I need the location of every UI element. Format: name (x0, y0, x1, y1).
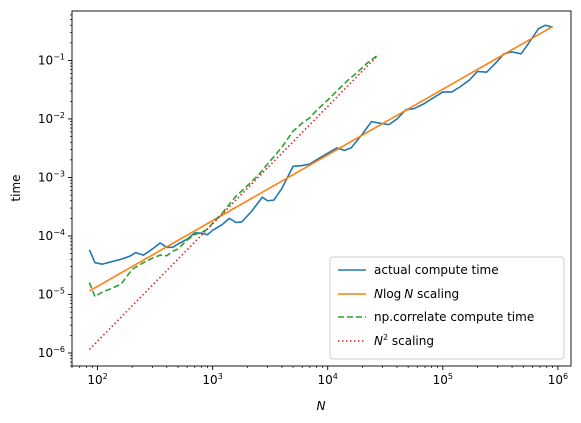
x-tick-label: 102 (87, 372, 107, 387)
y-tick-label: 10−4 (38, 228, 65, 243)
plot-area: 102 103 104 105 106 10−6 10−5 10−4 10−3 10−2 10−1 (38, 10, 572, 387)
series-line-np-correlate-compute-time (88, 54, 378, 298)
y-tick-label: 10−5 (38, 287, 65, 302)
legend-box (329, 256, 565, 360)
x-tick-label: 104 (318, 372, 338, 387)
legend: actual compute time Nlog N scaling np.cor… (329, 256, 565, 360)
legend-label-n2: N2 scaling (374, 333, 434, 348)
x-tick-label: 103 (202, 372, 222, 387)
legend-label-npcorrelate: np.correlate compute time (374, 310, 534, 324)
series-line-nlogn-scaling (89, 25, 554, 292)
series-layer (88, 24, 554, 351)
series-line-actual-compute-time (88, 24, 553, 265)
y-tick-label: 10−1 (38, 52, 65, 67)
x-axis-label: N (317, 399, 326, 413)
x-tick-layer: 102 103 104 105 106 (71, 366, 568, 387)
y-tick-layer: 10−6 10−5 10−4 10−3 10−2 10−1 (38, 14, 72, 367)
legend-label-nlogn: Nlog N scaling (374, 287, 459, 301)
y-tick-label: 10−3 (38, 169, 65, 184)
series-line-n2-scaling (88, 55, 378, 351)
y-tick-label: 10−2 (38, 111, 65, 126)
y-axis-label: time (9, 174, 23, 201)
axes-frame (71, 10, 572, 367)
y-tick-label: 10−6 (38, 345, 65, 360)
x-tick-label: 106 (548, 372, 568, 387)
legend-label-actual: actual compute time (374, 263, 499, 277)
x-tick-label: 105 (433, 372, 453, 387)
